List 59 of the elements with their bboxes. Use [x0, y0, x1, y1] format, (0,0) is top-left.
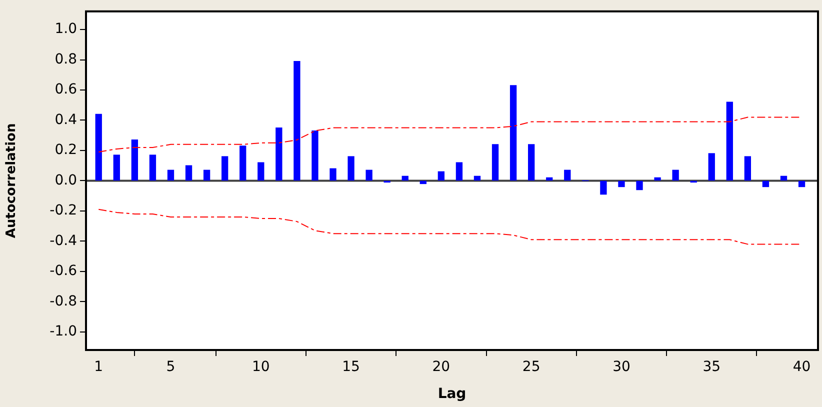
bar: [528, 144, 535, 181]
bar: [222, 156, 228, 181]
y-tick-label: -0.6: [50, 263, 78, 280]
bar: [780, 176, 788, 181]
x-tick-label: 20: [432, 359, 450, 376]
bar: [167, 170, 174, 181]
bar: [762, 180, 770, 188]
bar: [456, 162, 463, 181]
bar: [258, 162, 264, 181]
bar: [510, 85, 517, 181]
y-tick-label: 0.2: [54, 142, 77, 158]
bar: [294, 60, 300, 181]
x-tick-label: 30: [612, 359, 630, 376]
bar: [546, 177, 553, 181]
bar: [492, 144, 499, 181]
x-tick-label: 40: [792, 359, 811, 376]
bar: [113, 154, 120, 181]
y-tick-label: -1.0: [50, 324, 77, 340]
bar: [708, 153, 715, 181]
bar: [131, 140, 138, 181]
x-tick-label: 5: [166, 359, 176, 376]
bar: [330, 168, 336, 181]
bar: [185, 165, 192, 181]
bar: [420, 180, 426, 184]
bar: [276, 127, 282, 181]
y-axis-title: Autocorrelation: [4, 123, 20, 238]
x-tick-label: 35: [702, 359, 721, 376]
y-tick-label: -0.2: [50, 202, 77, 219]
bar: [726, 102, 733, 181]
bar: [618, 180, 625, 188]
y-tick-label: 0.4: [54, 112, 78, 128]
y-tick-label: -0.8: [50, 293, 77, 310]
bar: [798, 180, 806, 188]
bar: [366, 170, 372, 181]
bar: [240, 146, 246, 181]
x-tick-label: 1: [94, 359, 104, 376]
bar: [95, 114, 102, 181]
x-axis-title: Lag: [438, 386, 466, 402]
bar: [654, 177, 661, 181]
bar: [203, 170, 210, 181]
bar: [672, 170, 679, 181]
bar: [636, 180, 643, 190]
x-tick-label: 10: [252, 359, 270, 376]
bar: [312, 130, 318, 181]
x-tick-label: 15: [342, 359, 360, 376]
bar: [600, 180, 607, 195]
y-tick-label: 0.6: [54, 82, 78, 98]
bar: [348, 156, 354, 181]
bar: [474, 176, 481, 181]
y-tick-label: -0.4: [50, 232, 78, 249]
x-tick-label: 25: [522, 359, 540, 376]
y-tick-label: 1.0: [54, 21, 77, 38]
y-tick-label: 0.0: [54, 172, 77, 188]
bar: [744, 156, 752, 181]
bar: [402, 176, 408, 181]
bar: [149, 154, 156, 181]
y-tick-label: 0.8: [54, 51, 77, 68]
bar: [564, 170, 571, 181]
bar: [438, 171, 445, 181]
